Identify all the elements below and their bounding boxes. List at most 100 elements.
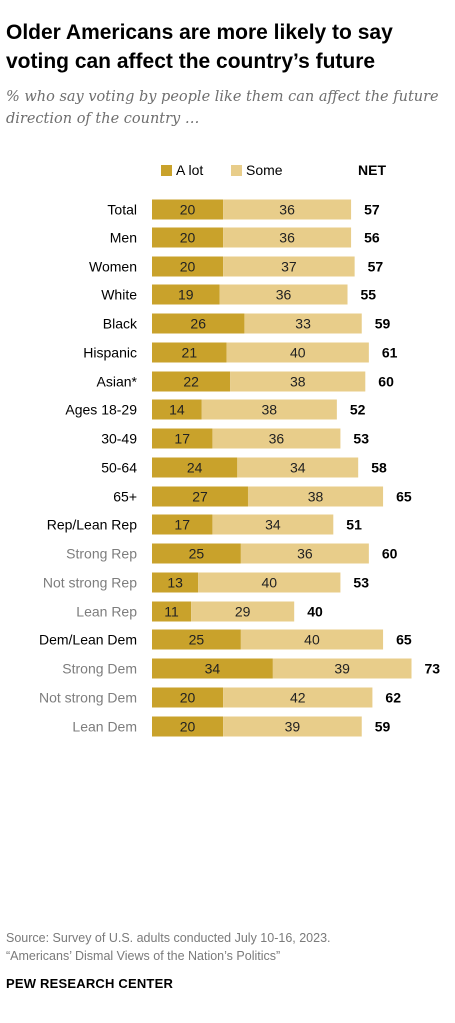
bar-some-strong-rep [240, 543, 369, 564]
category-label-asian: Asian* [97, 374, 138, 390]
value-label-some-not-strong-rep: 40 [262, 575, 278, 591]
bar-a-lot-30-49 [152, 428, 213, 449]
category-label-lean-rep: Lean Rep [76, 604, 137, 620]
net-value-65: 65 [396, 489, 412, 505]
net-value-30-49: 53 [353, 431, 369, 447]
bar-some-not-strong-rep [198, 572, 341, 593]
bar-a-lot-lean-rep [152, 601, 192, 622]
stacked-bar-chart: A lot Some NET Total 20 36 57 Men 20 36 56 Women… [39, 162, 441, 737]
value-label-a-lot-white: 19 [178, 287, 194, 303]
net-header: NET [358, 162, 386, 178]
value-label-some-ages-18-29: 38 [262, 402, 278, 418]
net-value-50-64: 58 [371, 460, 387, 476]
bar-some-lean-rep [191, 601, 295, 622]
value-label-a-lot-asian: 22 [183, 374, 199, 390]
bar-some-not-strong-dem [223, 687, 373, 708]
bar-a-lot-white [152, 284, 220, 305]
value-label-a-lot-not-strong-dem: 20 [180, 690, 196, 706]
value-label-some-lean-dem: 39 [285, 719, 301, 735]
value-label-a-lot-30-49: 17 [174, 431, 190, 447]
value-label-some-rep-lean-rep: 34 [265, 517, 281, 533]
value-label-a-lot-men: 20 [180, 230, 196, 246]
bar-some-strong-dem [272, 658, 412, 679]
net-value-men: 56 [364, 230, 380, 246]
value-label-a-lot-rep-lean-rep: 17 [174, 517, 190, 533]
value-label-a-lot-lean-dem: 20 [180, 719, 196, 735]
chart-title: Older Americans are more likely to say v… [6, 21, 393, 73]
net-value-asian: 60 [378, 374, 394, 390]
net-value-women: 57 [368, 259, 384, 275]
bar-some-65 [247, 486, 384, 507]
value-label-a-lot-65: 27 [192, 489, 208, 505]
value-label-a-lot-not-strong-rep: 13 [167, 575, 183, 591]
value-label-a-lot-women: 20 [180, 259, 196, 275]
bar-some-total [223, 199, 352, 220]
value-label-a-lot-strong-dem: 34 [205, 661, 221, 677]
value-label-a-lot-ages-18-29: 14 [169, 402, 185, 418]
value-label-some-lean-rep: 29 [235, 604, 251, 620]
bar-some-asian [230, 371, 366, 392]
net-value-hispanic: 61 [382, 345, 398, 361]
bar-a-lot-strong-rep [152, 543, 241, 564]
value-label-some-hispanic: 40 [290, 345, 306, 361]
value-label-some-30-49: 36 [269, 431, 285, 447]
category-label-hispanic: Hispanic [83, 345, 137, 361]
net-value-lean-dem: 59 [375, 719, 391, 735]
value-label-some-white: 36 [276, 287, 292, 303]
category-label-dem-lean-dem: Dem/Lean Dem [39, 632, 137, 648]
net-value-lean-rep: 40 [307, 604, 323, 620]
value-label-a-lot-hispanic: 21 [182, 345, 198, 361]
bar-some-black [244, 313, 362, 334]
category-label-lean-dem: Lean Dem [72, 719, 137, 735]
value-label-some-women: 37 [281, 259, 297, 275]
net-value-ages-18-29: 52 [350, 402, 366, 418]
value-label-some-men: 36 [279, 230, 295, 246]
bar-a-lot-black [152, 313, 245, 334]
value-label-some-65: 38 [308, 489, 324, 505]
value-label-some-black: 33 [295, 316, 311, 332]
bar-a-lot-total [152, 199, 224, 220]
category-label-65: 65+ [113, 489, 137, 505]
net-value-not-strong-dem: 62 [385, 690, 401, 706]
bar-a-lot-50-64 [152, 457, 238, 478]
legend-swatch-a-lot [161, 165, 172, 176]
bar-a-lot-65 [152, 486, 248, 507]
legend-label-some: Some [246, 162, 283, 178]
net-value-black: 59 [375, 316, 391, 332]
category-label-strong-dem: Strong Dem [62, 661, 137, 677]
net-value-strong-rep: 60 [382, 546, 398, 562]
category-label-rep-lean-rep: Rep/Lean Rep [47, 517, 138, 533]
value-label-a-lot-black: 26 [190, 316, 206, 332]
value-label-a-lot-total: 20 [180, 202, 196, 218]
value-label-a-lot-50-64: 24 [187, 460, 203, 476]
bar-a-lot-hispanic [152, 342, 227, 363]
category-label-black: Black [103, 316, 138, 332]
category-label-ages-18-29: Ages 18-29 [65, 402, 137, 418]
bar-a-lot-women [152, 256, 224, 277]
category-label-total: Total [107, 202, 137, 218]
bar-a-lot-not-strong-rep [152, 572, 199, 593]
bar-some-hispanic [226, 342, 369, 363]
bar-some-ages-18-29 [201, 399, 337, 420]
value-label-some-not-strong-dem: 42 [290, 690, 306, 706]
value-label-a-lot-strong-rep: 25 [189, 546, 205, 562]
bar-some-30-49 [212, 428, 341, 449]
net-value-dem-lean-dem: 65 [396, 632, 412, 648]
value-label-some-asian: 38 [290, 374, 306, 390]
net-value-strong-dem: 73 [425, 661, 441, 677]
value-label-some-dem-lean-dem: 40 [304, 632, 320, 648]
net-value-white: 55 [361, 287, 377, 303]
net-value-rep-lean-rep: 51 [346, 517, 362, 533]
category-label-women: Women [89, 259, 137, 275]
category-label-30-49: 30-49 [101, 431, 137, 447]
value-label-some-strong-rep: 36 [297, 546, 313, 562]
bar-some-rep-lean-rep [212, 514, 334, 535]
bar-some-lean-dem [223, 716, 362, 737]
bar-some-men [223, 227, 352, 248]
category-label-men: Men [110, 230, 137, 246]
bar-a-lot-men [152, 227, 224, 248]
legend: A lot Some NET [161, 162, 386, 178]
bar-a-lot-rep-lean-rep [152, 514, 213, 535]
legend-swatch-some [231, 165, 242, 176]
legend-label-a-lot: A lot [176, 162, 203, 178]
